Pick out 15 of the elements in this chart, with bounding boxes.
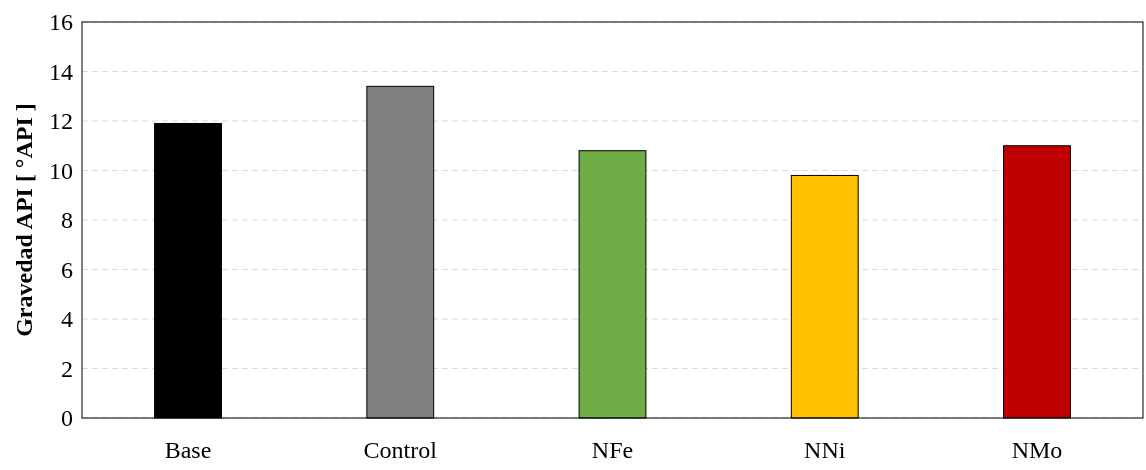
- y-tick-label: 0: [61, 405, 73, 432]
- x-tick-label: Control: [363, 437, 438, 463]
- y-tick-label: 14: [49, 58, 73, 85]
- x-tick-label: Base: [164, 437, 212, 463]
- y-tick-label: 16: [49, 9, 73, 36]
- x-tick-label: NFe: [591, 437, 634, 463]
- y-tick-label: 2: [61, 355, 73, 382]
- x-tick-label: NMo: [1011, 437, 1063, 463]
- y-tick-label: 10: [49, 157, 73, 184]
- y-tick-label: 4: [61, 306, 73, 333]
- y-tick-label: 8: [61, 207, 73, 234]
- y-tick-label: 6: [61, 256, 73, 283]
- x-tick-label: NNi: [804, 437, 846, 463]
- y-axis-title: Gravedad API [ °API ]: [11, 103, 37, 337]
- y-tick-label: 12: [49, 108, 73, 135]
